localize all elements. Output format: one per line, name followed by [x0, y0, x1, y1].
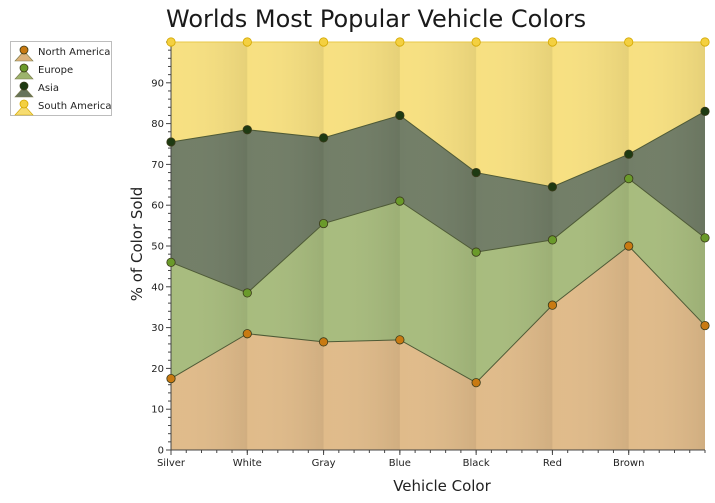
- legend-marker-glyph: [19, 99, 29, 109]
- line-north-america: [170, 245, 706, 384]
- marker-north-america: [700, 320, 710, 331]
- x-tick-label: Red: [543, 458, 562, 469]
- y-tick-label: 80: [151, 119, 164, 130]
- marker-south-america: [166, 37, 176, 47]
- marker-south-america: [395, 37, 405, 47]
- legend-marker-glyph: [19, 81, 29, 91]
- legend-swatch-icon: [14, 99, 34, 116]
- x-axis-title: Vehicle Color: [393, 477, 491, 495]
- legend-item: Asia: [11, 80, 111, 98]
- marker-north-america: [166, 373, 176, 384]
- legend-swatch-icon: [14, 81, 34, 98]
- marker-europe: [166, 257, 176, 267]
- legend-swatch-icon: [14, 63, 34, 80]
- x-tick-label: Brown: [613, 458, 644, 469]
- y-tick-label: 90: [151, 78, 164, 89]
- shade-band: [171, 42, 248, 450]
- shade-band: [247, 42, 324, 450]
- legend-swatch-icon: [14, 45, 34, 62]
- marker-south-america: [318, 37, 329, 47]
- marker-north-america: [547, 300, 558, 310]
- marker-asia: [471, 167, 481, 178]
- marker-asia: [242, 125, 252, 135]
- marker-europe: [318, 218, 329, 229]
- marker-south-america: [700, 37, 710, 47]
- shade-band: [552, 42, 629, 450]
- y-tick-label: 30: [151, 323, 164, 334]
- chart-title: Worlds Most Popular Vehicle Colors: [166, 5, 587, 33]
- y-tick-label: 70: [151, 160, 164, 171]
- marker-south-america: [242, 37, 252, 47]
- legend-area-glyph: [14, 86, 34, 98]
- legend-label: Europe: [38, 65, 74, 76]
- marker-asia: [395, 110, 405, 121]
- y-tick-label: 40: [151, 282, 164, 293]
- legend-area-glyph: [14, 104, 34, 116]
- x-tick-label: Blue: [389, 458, 411, 469]
- y-axis-title: % of Color Sold: [128, 187, 146, 302]
- y-tick-label: 0: [158, 446, 164, 457]
- marker-asia: [166, 137, 176, 147]
- marker-asia: [547, 182, 558, 192]
- marker-north-america: [395, 335, 405, 345]
- marker-europe: [471, 247, 481, 257]
- marker-north-america: [242, 329, 252, 339]
- shade-band: [628, 42, 705, 450]
- x-tick-label: White: [233, 458, 262, 469]
- marker-europe: [242, 288, 252, 298]
- marker-europe: [547, 235, 558, 245]
- legend-item: Europe: [11, 62, 111, 80]
- marker-south-america: [547, 37, 558, 47]
- legend-label: Asia: [38, 83, 59, 94]
- marker-south-america: [624, 37, 634, 47]
- legend-label: South America: [38, 101, 112, 112]
- marker-europe: [395, 196, 405, 206]
- legend-item: North America: [11, 44, 111, 62]
- marker-asia: [700, 106, 710, 116]
- marker-asia: [624, 149, 634, 159]
- marker-europe: [624, 174, 634, 184]
- legend-marker-glyph: [19, 63, 29, 73]
- marker-asia: [318, 133, 329, 143]
- line-asia: [170, 110, 706, 188]
- x-tick-label: Gray: [312, 458, 336, 469]
- legend: North America Europe Asia South America: [10, 41, 112, 116]
- legend-area-glyph: [14, 50, 34, 62]
- legend-marker-glyph: [19, 45, 29, 55]
- y-tick-label: 20: [151, 364, 164, 375]
- legend-area-glyph: [14, 68, 34, 80]
- line-europe: [170, 178, 706, 294]
- marker-europe: [700, 233, 710, 243]
- y-tick-label: 10: [151, 405, 164, 416]
- x-tick-label: Silver: [157, 458, 186, 469]
- marker-north-america: [318, 337, 329, 347]
- y-tick-label: 60: [151, 201, 164, 212]
- shade-band: [323, 42, 400, 450]
- legend-item: South America: [11, 98, 112, 116]
- marker-north-america: [471, 378, 481, 388]
- marker-south-america: [471, 37, 481, 47]
- legend-label: North America: [38, 47, 111, 58]
- marker-north-america: [624, 241, 634, 251]
- shade-band: [399, 42, 477, 450]
- x-tick-label: Black: [463, 458, 490, 469]
- y-tick-label: 50: [151, 242, 164, 253]
